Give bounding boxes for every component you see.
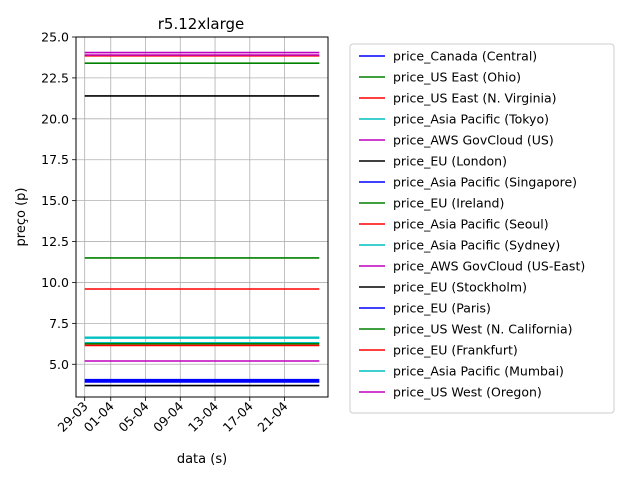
legend-box [349, 43, 615, 414]
legend-entry: price_Canada (Central) [393, 49, 537, 64]
legend-entry: price_US West (N. California) [393, 322, 573, 337]
x-tick-label: 21-04 [254, 398, 290, 434]
x-tick-label: 01-04 [81, 398, 117, 434]
chart-title: r5.12xlarge [158, 15, 244, 33]
legend-entry: price_US East (Ohio) [393, 70, 521, 85]
legend-entry: price_US East (N. Virginia) [393, 91, 557, 106]
chart-legend: price_Canada (Central) price_US East (Ohi… [349, 43, 615, 414]
legend-entry: price_EU (Ireland) [393, 196, 504, 211]
legend-entry: price_Asia Pacific (Singapore) [393, 175, 577, 190]
y-tick-label: 15.0 [41, 193, 69, 208]
y-tick-label: 12.5 [41, 234, 69, 249]
x-tick-label: 17-04 [220, 398, 256, 434]
series-lines [84, 51, 320, 387]
legend-entry: price_Asia Pacific (Tokyo) [393, 112, 549, 127]
legend-entry: price_EU (Frankfurt) [393, 343, 518, 358]
y-tick-label: 17.5 [41, 152, 69, 167]
y-axis-label: preço (p) [14, 188, 29, 247]
plot-area-frame [75, 36, 329, 398]
x-tick-label: 05-04 [115, 398, 151, 434]
legend-entry: price_Asia Pacific (Mumbai) [393, 364, 564, 379]
legend-entry: price_AWS GovCloud (US) [393, 133, 554, 148]
legend-entry: price_EU (Stockholm) [393, 280, 527, 295]
legend-entry: price_AWS GovCloud (US-East) [393, 259, 585, 274]
y-tick-label: 7.5 [49, 316, 69, 331]
legend-entry: price_Asia Pacific (Seoul) [393, 217, 549, 232]
legend-entry: price_EU (Paris) [393, 301, 491, 316]
y-tick-label: 5.0 [49, 357, 69, 372]
legend-entry: price_Asia Pacific (Sydney) [393, 238, 560, 253]
x-tick-label: 09-04 [150, 398, 186, 434]
x-axis-label: data (s) [177, 452, 227, 467]
y-tick-label: 22.5 [41, 70, 69, 85]
legend-entry: price_EU (London) [393, 154, 507, 169]
legend-entry: price_US West (Oregon) [393, 385, 542, 400]
y-tick-label: 25.0 [41, 30, 69, 45]
y-tick-label: 10.0 [41, 275, 69, 290]
x-tick-label: 13-04 [185, 398, 221, 434]
y-tick-label: 20.0 [41, 111, 69, 126]
y-axis: 5.0 7.5 10.0 12.5 15.0 17.5 20.0 22.5 25.0 [41, 30, 76, 372]
